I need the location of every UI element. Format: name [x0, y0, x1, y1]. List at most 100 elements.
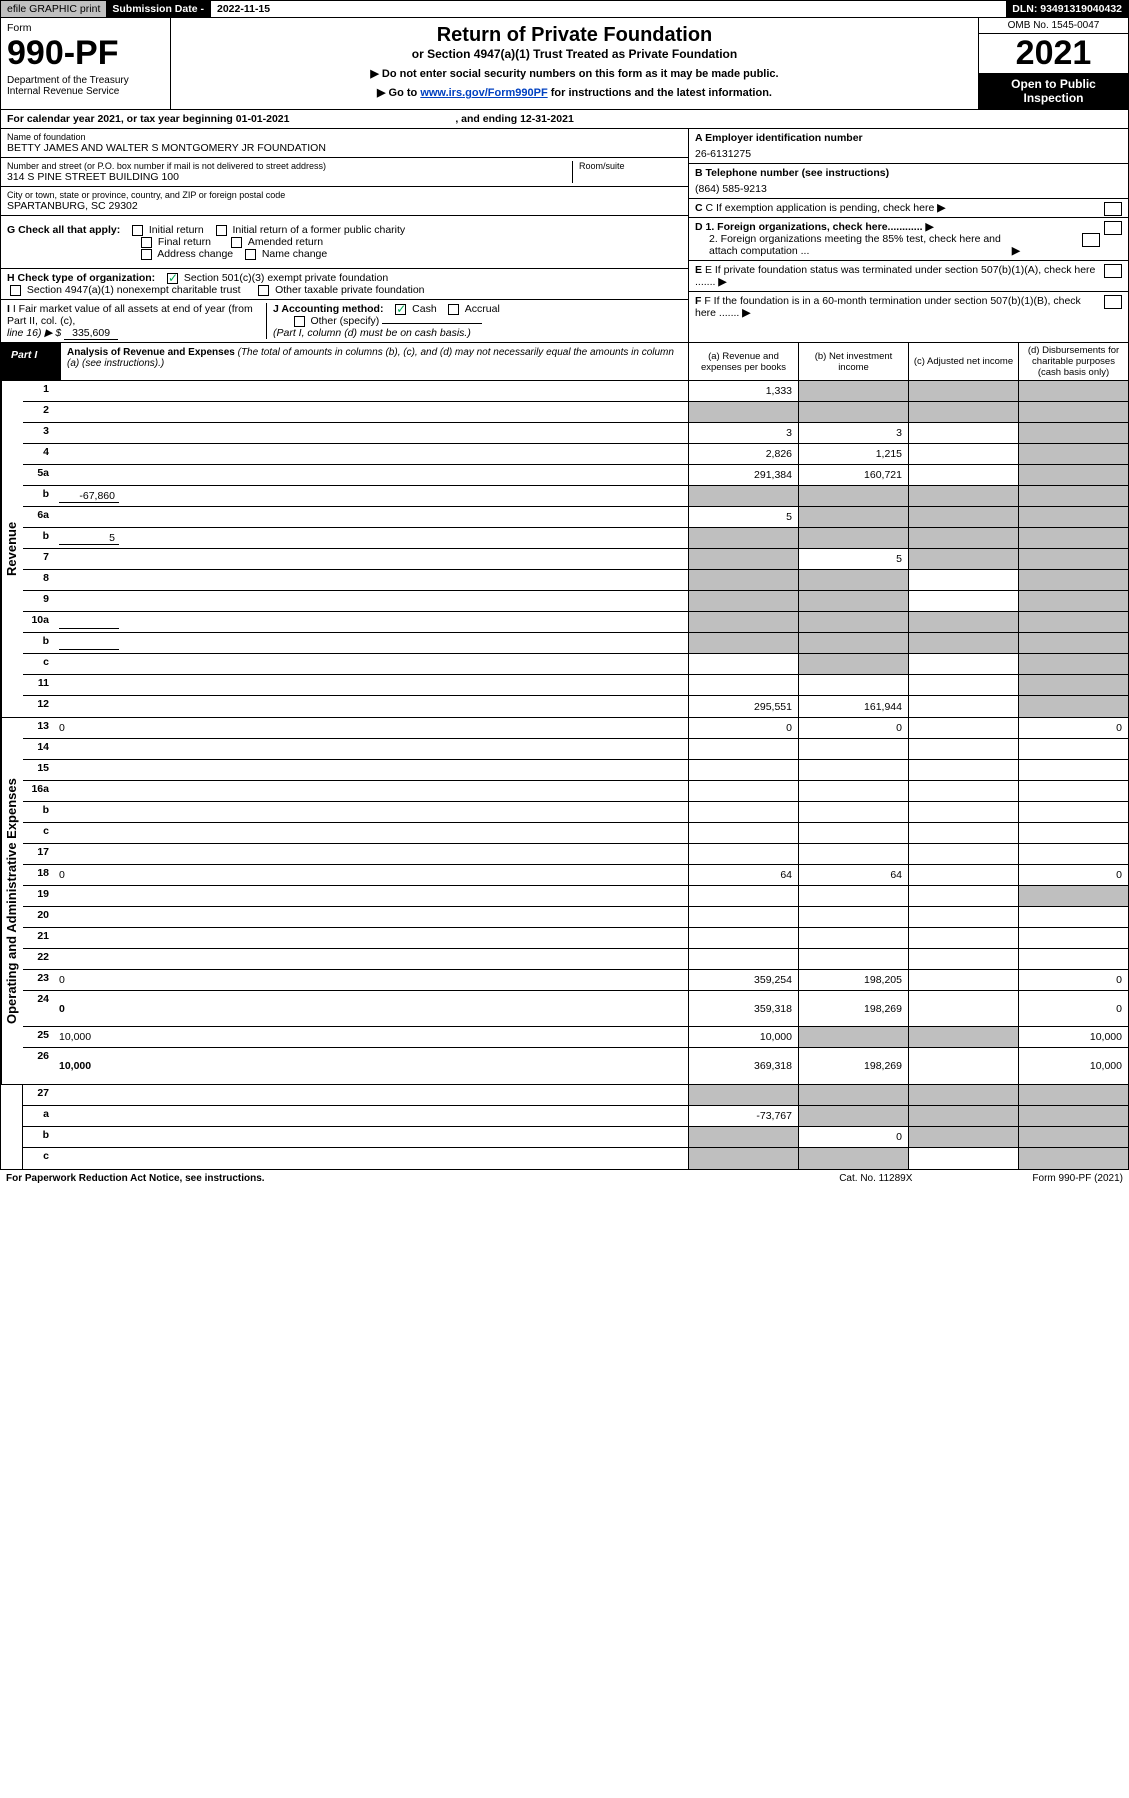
part1-title: Analysis of Revenue and Expenses — [67, 347, 235, 358]
table-row: 17 — [23, 844, 1128, 865]
table-row: a-73,767 — [23, 1106, 1128, 1127]
chk-initial[interactable] — [132, 225, 143, 236]
form-link[interactable]: www.irs.gov/Form990PF — [420, 87, 547, 99]
table-row: 20 — [23, 907, 1128, 928]
b-label: B Telephone number (see instructions) — [695, 167, 1122, 179]
addr-label: Number and street (or P.O. box number if… — [7, 161, 572, 171]
chk-501c3[interactable] — [167, 273, 178, 284]
form-number: 990-PF — [7, 34, 164, 73]
table-row: 2610,000369,318198,26910,000 — [23, 1048, 1128, 1084]
city-label: City or town, state or province, country… — [7, 190, 682, 200]
table-row: 11 — [23, 675, 1128, 696]
name-label: Name of foundation — [7, 132, 682, 142]
table-row: 130000 — [23, 718, 1128, 739]
part1-tag: Part I — [1, 343, 61, 380]
table-row: 5a291,384160,721 — [23, 465, 1128, 486]
a-label: A Employer identification number — [695, 132, 1122, 144]
col-d-header: (d) Disbursements for charitable purpose… — [1018, 343, 1128, 380]
form-title: Return of Private Foundation — [179, 24, 970, 47]
dept-line1: Department of the Treasury — [7, 75, 164, 86]
table-row: 18064640 — [23, 865, 1128, 886]
c-label: C If exemption application is pending, c… — [706, 202, 935, 214]
table-row: 75 — [23, 549, 1128, 570]
d1-label: D 1. Foreign organizations, check here..… — [695, 221, 923, 233]
form-ref: Form 990-PF (2021) — [1032, 1173, 1123, 1184]
calendar-year-row: For calendar year 2021, or tax year begi… — [0, 110, 1129, 129]
chk-d1[interactable] — [1104, 221, 1122, 235]
table-row: c — [23, 1148, 1128, 1169]
omb-number: OMB No. 1545-0047 — [979, 18, 1128, 34]
table-row: b -67,860 — [23, 486, 1128, 507]
chk-e[interactable] — [1104, 264, 1122, 278]
chk-d2[interactable] — [1082, 233, 1100, 247]
table-row: 333 — [23, 423, 1128, 444]
chk-accrual[interactable] — [448, 304, 459, 315]
chk-final[interactable] — [141, 237, 152, 248]
table-row: 10a — [23, 612, 1128, 633]
col-b-header: (b) Net investment income — [798, 343, 908, 380]
table-row: b — [23, 802, 1128, 823]
efile-label: efile GRAPHIC print — [1, 1, 106, 17]
tax-year: 2021 — [979, 34, 1128, 73]
chk-name-change[interactable] — [245, 249, 256, 260]
street-address: 314 S PINE STREET BUILDING 100 — [7, 171, 572, 183]
city-state-zip: SPARTANBURG, SC 29302 — [7, 200, 682, 212]
f-label: F If the foundation is in a 60-month ter… — [695, 295, 1081, 319]
table-row: 8 — [23, 570, 1128, 591]
foundation-name: BETTY JAMES AND WALTER S MONTGOMERY JR F… — [7, 142, 682, 154]
chk-c[interactable] — [1104, 202, 1122, 216]
e-label: E If private foundation status was termi… — [695, 264, 1095, 288]
table-row: 27 — [23, 1085, 1128, 1106]
d2-label: 2. Foreign organizations meeting the 85%… — [709, 233, 1009, 257]
revenue-side-label: Revenue — [1, 381, 23, 717]
expense-section: Operating and Administrative Expenses 13… — [0, 718, 1129, 1085]
room-label: Room/suite — [579, 161, 682, 171]
j-label: J Accounting method: — [273, 303, 383, 315]
chk-other-tax[interactable] — [258, 285, 269, 296]
table-row: 240359,318198,2690 — [23, 991, 1128, 1027]
efile-header: efile GRAPHIC print Submission Date - 20… — [0, 0, 1129, 18]
table-row: 14 — [23, 739, 1128, 760]
chk-f[interactable] — [1104, 295, 1122, 309]
open-inspection: Open to Public Inspection — [979, 73, 1128, 109]
form-instr2: ▶ Go to www.irs.gov/Form990PF for instru… — [179, 86, 970, 99]
fmv-value: 335,609 — [64, 327, 118, 340]
table-row: 16a — [23, 781, 1128, 802]
table-row: 230359,254198,2050 — [23, 970, 1128, 991]
chk-initial-pub[interactable] — [216, 225, 227, 236]
part1-header: Part I Analysis of Revenue and Expenses … — [0, 343, 1129, 381]
submission-date: 2022-11-15 — [210, 1, 276, 17]
chk-amended[interactable] — [231, 237, 242, 248]
table-row: 19 — [23, 886, 1128, 907]
table-row: 21 — [23, 928, 1128, 949]
table-row: 15 — [23, 760, 1128, 781]
table-row: 12295,551161,944 — [23, 696, 1128, 717]
phone-value: (864) 585-9213 — [695, 183, 1122, 195]
ein-value: 26-6131275 — [695, 148, 1122, 160]
summary-section: 27a-73,767b0c — [0, 1085, 1129, 1170]
summary-rows: 27a-73,767b0c — [23, 1085, 1128, 1169]
submission-label: Submission Date - — [106, 1, 210, 17]
expense-side-label: Operating and Administrative Expenses — [1, 718, 23, 1084]
i-label: I Fair market value of all assets at end… — [7, 303, 253, 327]
table-row: 2510,00010,00010,000 — [23, 1027, 1128, 1048]
table-row: 42,8261,215 — [23, 444, 1128, 465]
table-row: b 5 — [23, 528, 1128, 549]
expense-rows: 130000141516abc171806464019202122230359,… — [23, 718, 1128, 1084]
table-row: c — [23, 823, 1128, 844]
chk-other-method[interactable] — [294, 316, 305, 327]
table-row: 6a5 — [23, 507, 1128, 528]
chk-4947[interactable] — [10, 285, 21, 296]
table-row: b — [23, 633, 1128, 654]
table-row: 2 — [23, 402, 1128, 423]
col-a-header: (a) Revenue and expenses per books — [688, 343, 798, 380]
col-c-header: (c) Adjusted net income — [908, 343, 1018, 380]
chk-cash[interactable] — [395, 304, 406, 315]
g-label: G Check all that apply: — [7, 224, 120, 236]
form-header: Form 990-PF Department of the Treasury I… — [0, 18, 1129, 110]
j-note: (Part I, column (d) must be on cash basi… — [273, 327, 471, 339]
identity-block: Name of foundation BETTY JAMES AND WALTE… — [0, 129, 1129, 343]
form-instr1: ▶ Do not enter social security numbers o… — [179, 67, 970, 80]
revenue-rows: 11,333233342,8261,2155a291,384160,721b -… — [23, 381, 1128, 717]
chk-addr-change[interactable] — [141, 249, 152, 260]
